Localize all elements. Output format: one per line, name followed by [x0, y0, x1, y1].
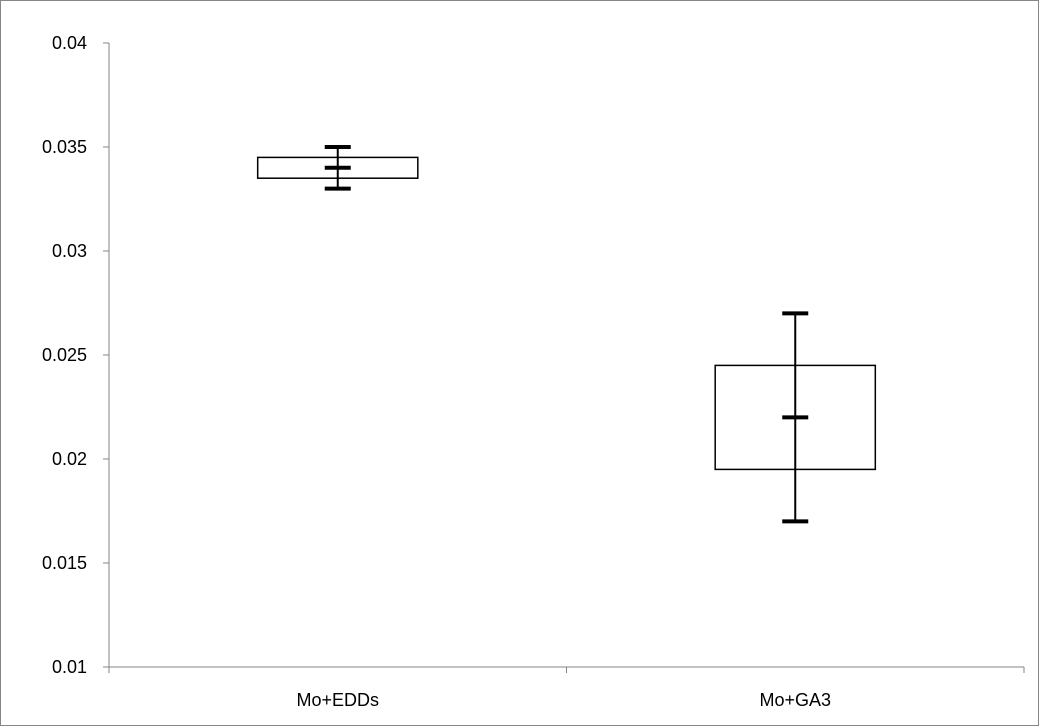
box [714, 364, 877, 471]
y-tick-label: 0.035 [42, 137, 87, 157]
y-tick-label: 0.03 [52, 241, 87, 261]
y-tick-label: 0.025 [42, 345, 87, 365]
y-tick-label: 0.02 [52, 449, 87, 469]
y-tick-label: 0.04 [52, 33, 87, 53]
x-category-label: Mo+GA3 [759, 690, 831, 710]
y-tick-label: 0.01 [52, 657, 87, 677]
y-tick-label: 0.015 [42, 553, 87, 573]
box [256, 156, 419, 179]
plot-area: 0.01 0.015 0.02 0.025 0.03 0.035 0.04 Mo+EDDs Mo… [42, 33, 1025, 710]
x-category-label: Mo+EDDs [296, 690, 379, 710]
